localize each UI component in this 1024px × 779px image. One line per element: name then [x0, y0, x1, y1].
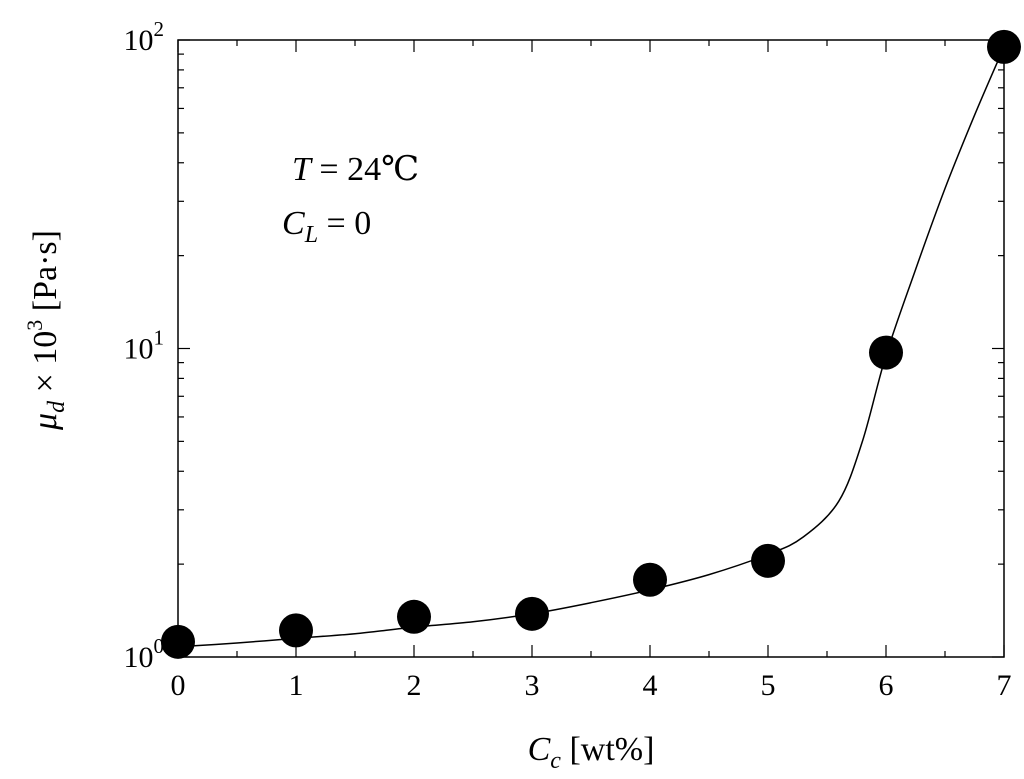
data-point: [751, 543, 785, 578]
x-tick-label: 5: [761, 669, 776, 702]
data-point: [397, 599, 431, 634]
x-tick-labels: 0 1 2 3 4 5 6 7: [171, 669, 1012, 702]
x-tick-label: 6: [879, 669, 894, 702]
data-points: [161, 29, 1021, 659]
data-point: [987, 29, 1021, 64]
y-tick-label: 102: [124, 17, 165, 57]
y-tick-label: 100: [124, 634, 165, 674]
x-tick-label: 4: [643, 669, 658, 702]
x-axis-title: Cc [wt%]: [528, 731, 655, 774]
annotation-temperature: T = 24℃: [292, 151, 419, 188]
x-tick-label: 3: [525, 669, 540, 702]
data-point: [279, 613, 313, 648]
y-tick-label: 101: [124, 326, 165, 366]
x-tick-label: 0: [171, 669, 186, 702]
x-tick-label: 7: [997, 669, 1012, 702]
data-point: [161, 624, 195, 659]
y-tick-labels: 100 101 102: [124, 17, 165, 674]
x-tick-label: 2: [407, 669, 422, 702]
fit-curve: [177, 46, 1005, 648]
data-point: [633, 562, 667, 597]
annotation-cl: CL = 0: [282, 205, 371, 248]
data-point: [515, 596, 549, 631]
axis-ticks: [177, 39, 1005, 658]
x-tick-label: 1: [289, 669, 304, 702]
data-point: [869, 335, 903, 370]
y-axis-title: μd × 103 [Pa·s]: [22, 230, 70, 431]
